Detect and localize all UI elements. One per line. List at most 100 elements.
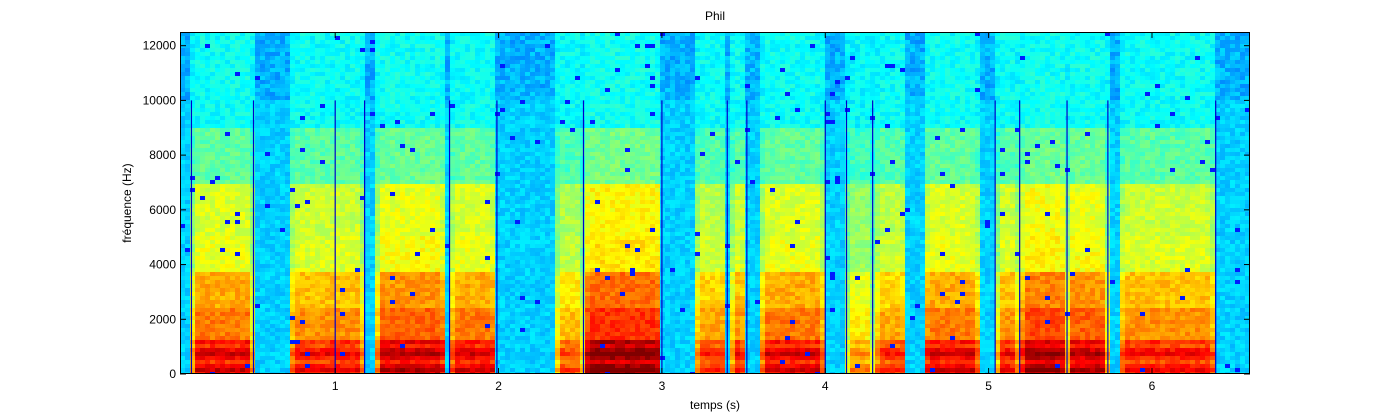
- spectrogram-cell: [260, 240, 265, 244]
- spectrogram-cell: [230, 296, 235, 300]
- spectrogram-cell: [390, 272, 395, 276]
- spectrogram-cell: [310, 68, 315, 72]
- spectrogram-cell: [215, 348, 220, 352]
- spectrogram-cell: [335, 348, 340, 352]
- spectrogram-cell: [270, 304, 275, 308]
- spectrogram-cell: [220, 196, 225, 200]
- spectrogram-cell: [235, 284, 240, 288]
- spectrogram-cell: [450, 68, 455, 72]
- spectrogram-cell: [330, 264, 335, 268]
- spectrogram-cell: [215, 336, 220, 340]
- spectrogram-cell: [315, 260, 320, 264]
- spectrogram-cell: [290, 136, 295, 140]
- spectrogram-cell: [380, 320, 385, 324]
- spectrogram-cell: [265, 336, 270, 340]
- spectrogram-cell: [270, 128, 275, 132]
- spectrogram-cell: [395, 228, 400, 232]
- spectrogram-cell: [290, 352, 295, 356]
- spectrogram-cell: [330, 140, 335, 144]
- spectrogram-cell: [425, 272, 430, 276]
- spectrogram-cell: [450, 200, 455, 204]
- spectrogram-cell: [255, 40, 260, 44]
- spectrogram-cell: [215, 128, 220, 132]
- spectrogram-cell: [310, 132, 315, 136]
- spectrogram-cell: [370, 356, 375, 360]
- spectrogram-cell: [370, 180, 375, 184]
- spectrogram-cell: [370, 52, 375, 56]
- spectrogram-cell: [390, 200, 395, 204]
- spectrogram-cell: [460, 76, 465, 80]
- spectrogram-cell: [285, 240, 290, 244]
- spectrogram-cell: [355, 324, 360, 328]
- spectrogram-cell: [195, 76, 200, 80]
- spectrogram-cell: [210, 72, 215, 76]
- spectrogram-cell: [255, 64, 260, 68]
- spectrogram-cell: [325, 256, 330, 260]
- spectrogram-cell: [435, 256, 440, 260]
- spectrogram-cell: [210, 60, 215, 64]
- spectrogram-cell: [390, 232, 395, 236]
- spectrogram-cell: [460, 236, 465, 240]
- spectrogram-cell: [305, 108, 310, 112]
- spectrogram-cell: [200, 300, 205, 304]
- spectrogram-cell: [340, 296, 345, 300]
- spectrogram-cell: [440, 312, 445, 316]
- spectrogram-cell: [295, 136, 300, 140]
- spectrogram-cell: [435, 320, 440, 324]
- spectrogram-cell: [335, 36, 340, 40]
- spectrogram-cell: [360, 328, 365, 332]
- spectrogram-cell: [365, 192, 370, 196]
- spectrogram-cell: [375, 124, 380, 128]
- spectrogram-cell: [425, 368, 430, 372]
- spectrogram-cell: [240, 132, 245, 136]
- spectrogram-cell: [220, 252, 225, 256]
- spectrogram-cell: [250, 32, 255, 36]
- spectrogram-cell: [180, 84, 185, 88]
- spectrogram-cell: [225, 228, 230, 232]
- spectrogram-cell: [290, 68, 295, 72]
- spectrogram-cell: [465, 56, 470, 60]
- spectrogram-cell: [270, 40, 275, 44]
- spectrogram-cell: [295, 208, 300, 212]
- spectrogram-cell: [405, 92, 410, 96]
- spectrogram-cell: [385, 192, 390, 196]
- spectrogram-cell: [210, 36, 215, 40]
- spectrogram-cell: [275, 256, 280, 260]
- spectrogram-cell: [265, 88, 270, 92]
- spectrogram-cell: [385, 112, 390, 116]
- spectrogram-cell: [225, 272, 230, 276]
- spectrogram-cell: [430, 236, 435, 240]
- spectrogram-cell: [455, 360, 460, 364]
- spectrogram-cell: [220, 108, 225, 112]
- spectrogram-cell: [295, 52, 300, 56]
- spectrogram-cell: [310, 148, 315, 152]
- spectrogram-cell: [285, 96, 290, 100]
- spectrogram-cell: [305, 36, 310, 40]
- spectrogram-cell: [225, 48, 230, 52]
- spectrogram-cell: [405, 144, 410, 148]
- spectrogram-cell: [215, 364, 220, 368]
- spectrogram-cell: [335, 352, 340, 356]
- spectrogram-cell: [400, 348, 405, 352]
- spectrogram-cell: [285, 196, 290, 200]
- spectrogram-cell: [425, 204, 430, 208]
- spectrogram-cell: [450, 164, 455, 168]
- spectrogram-cell: [180, 160, 185, 164]
- spectrogram-cell: [415, 152, 420, 156]
- spectrogram-cell: [215, 356, 220, 360]
- spectrogram-cell: [315, 368, 320, 372]
- spectrogram-cell: [285, 36, 290, 40]
- spectrogram-cell: [440, 172, 445, 176]
- spectrogram-cell: [310, 204, 315, 208]
- spectrogram-cell: [260, 244, 265, 248]
- spectrogram-cell: [290, 364, 295, 368]
- spectrogram-cell: [460, 84, 465, 88]
- spectrogram-cell: [430, 260, 435, 264]
- spectrogram-cell: [180, 328, 185, 332]
- spectrogram-cell: [390, 100, 395, 104]
- spectrogram-cell: [405, 268, 410, 272]
- spectrogram-cell: [330, 108, 335, 112]
- spectrogram-cell: [320, 52, 325, 56]
- spectrogram-cell: [190, 264, 195, 268]
- spectrogram-cell: [320, 76, 325, 80]
